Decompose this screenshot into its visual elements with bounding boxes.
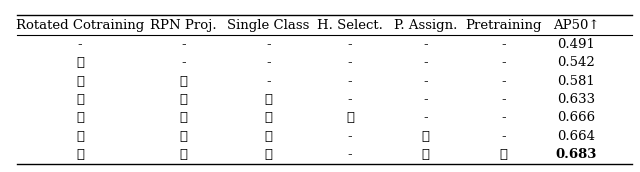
Text: ✓: ✓ <box>264 130 272 143</box>
Text: Pretraining: Pretraining <box>465 19 542 32</box>
Text: ✓: ✓ <box>180 130 188 143</box>
Text: 0.633: 0.633 <box>557 93 595 106</box>
Text: ✓: ✓ <box>76 56 84 69</box>
Text: H. Select.: H. Select. <box>317 19 383 32</box>
Text: ✓: ✓ <box>180 148 188 161</box>
Text: ✓: ✓ <box>421 130 429 143</box>
Text: RPN Proj.: RPN Proj. <box>150 19 217 32</box>
Text: -: - <box>501 93 506 106</box>
Text: -: - <box>348 56 352 69</box>
Text: -: - <box>266 75 271 88</box>
Text: -: - <box>348 75 352 88</box>
Text: ✓: ✓ <box>264 111 272 124</box>
Text: -: - <box>266 56 271 69</box>
Text: ✓: ✓ <box>180 75 188 88</box>
Text: -: - <box>181 56 186 69</box>
Text: 0.664: 0.664 <box>557 130 595 143</box>
Text: ✓: ✓ <box>346 111 354 124</box>
Text: ✓: ✓ <box>500 148 508 161</box>
Text: -: - <box>77 38 83 51</box>
Text: 0.581: 0.581 <box>557 75 595 88</box>
Text: AP50↑: AP50↑ <box>552 19 599 32</box>
Text: -: - <box>181 38 186 51</box>
Text: -: - <box>348 38 352 51</box>
Text: 0.683: 0.683 <box>555 148 596 161</box>
Text: ✓: ✓ <box>180 93 188 106</box>
Text: P. Assign.: P. Assign. <box>394 19 457 32</box>
Text: ✓: ✓ <box>76 130 84 143</box>
Text: -: - <box>501 38 506 51</box>
Text: -: - <box>348 148 352 161</box>
Text: ✓: ✓ <box>76 111 84 124</box>
Text: -: - <box>348 130 352 143</box>
Text: ✓: ✓ <box>76 75 84 88</box>
Text: -: - <box>501 130 506 143</box>
Text: 0.666: 0.666 <box>557 111 595 124</box>
Text: -: - <box>423 75 428 88</box>
Text: -: - <box>423 93 428 106</box>
Text: -: - <box>423 38 428 51</box>
Text: Rotated Cotraining: Rotated Cotraining <box>16 19 144 32</box>
Text: -: - <box>423 111 428 124</box>
Text: ✓: ✓ <box>264 148 272 161</box>
Text: 0.491: 0.491 <box>557 38 595 51</box>
Text: -: - <box>501 75 506 88</box>
Text: -: - <box>501 56 506 69</box>
Text: Single Class: Single Class <box>227 19 310 32</box>
Text: ✓: ✓ <box>180 111 188 124</box>
Text: ✓: ✓ <box>76 148 84 161</box>
Text: -: - <box>501 111 506 124</box>
Text: ✓: ✓ <box>264 93 272 106</box>
Text: -: - <box>266 38 271 51</box>
Text: -: - <box>423 56 428 69</box>
Text: 0.542: 0.542 <box>557 56 595 69</box>
Text: ✓: ✓ <box>76 93 84 106</box>
Text: ✓: ✓ <box>421 148 429 161</box>
Text: -: - <box>348 93 352 106</box>
